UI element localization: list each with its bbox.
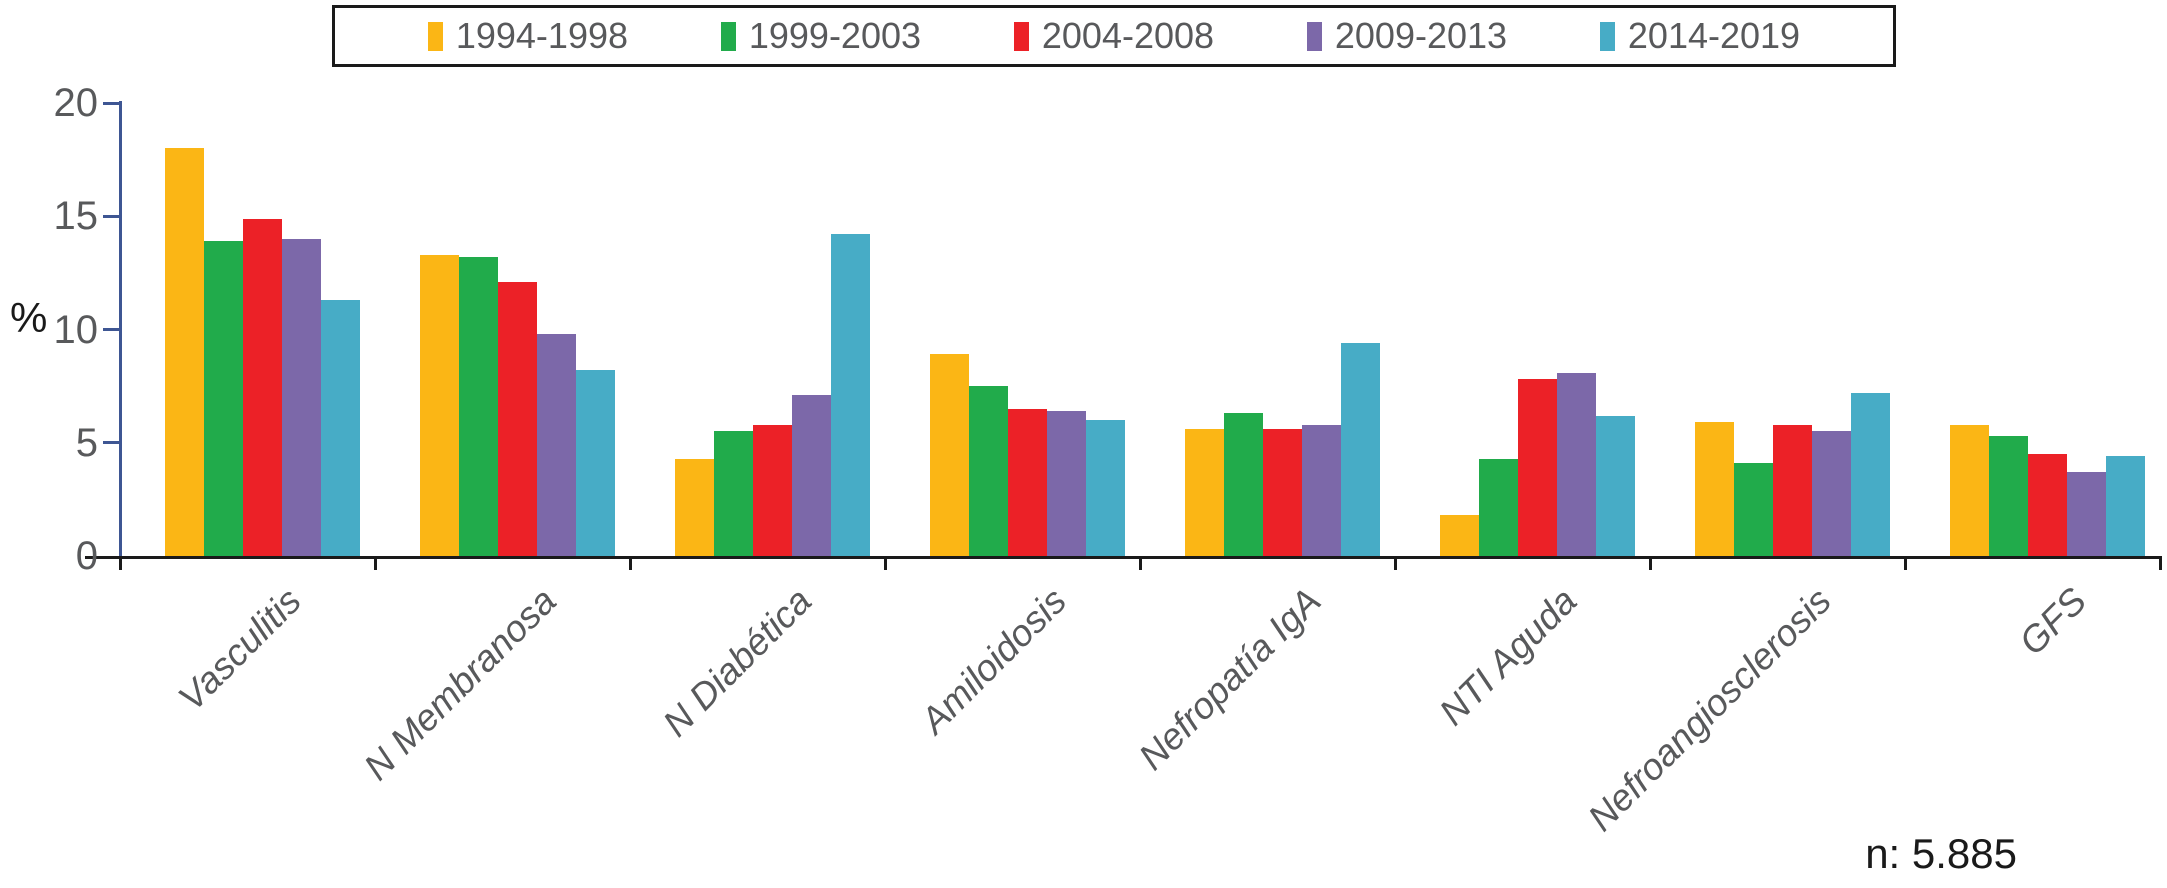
bar [1263, 429, 1302, 556]
bar [537, 334, 576, 556]
bar [1518, 379, 1557, 556]
bar-group-1 [120, 103, 375, 556]
legend: 1994-1998 1999-2003 2004-2008 2009-2013 2014… [332, 5, 1896, 67]
bar [753, 424, 792, 556]
bar [1812, 431, 1851, 556]
x-axis-tick [1393, 556, 1397, 570]
y-axis-tick [103, 441, 119, 445]
bar [930, 354, 969, 556]
legend-swatch-icon [720, 21, 736, 51]
bar [1047, 411, 1086, 556]
y-axis-tick [103, 101, 119, 105]
bar [1989, 435, 2028, 556]
bar-group-5 [1140, 103, 1395, 556]
bar [675, 458, 714, 556]
y-axis-label: % [10, 294, 48, 341]
x-axis-line [85, 556, 2160, 559]
legend-swatch-icon [1013, 21, 1029, 51]
legend-label: 2014-2019 [1627, 15, 1801, 56]
bar [1440, 515, 1479, 556]
bar [1185, 429, 1224, 556]
bar [1008, 408, 1047, 556]
bar [243, 218, 282, 556]
y-axis-tick [103, 328, 119, 331]
x-category-label: N Diabética [654, 580, 819, 745]
x-category-label: NTI Aguda [1430, 580, 1584, 734]
legend-label: 1994-1998 [455, 15, 629, 56]
y-tick-label: 0 [75, 534, 98, 578]
bar [1851, 392, 1890, 556]
legend-item: 2004-2008 [1013, 15, 1215, 57]
plot-area: 0 5 10 15 20 [54, 81, 2162, 578]
bar [459, 257, 498, 556]
y-tick-label: 20 [53, 81, 99, 125]
bar [1302, 424, 1341, 556]
bar [714, 431, 753, 556]
y-tick-label: 15 [53, 194, 99, 239]
x-axis-tick [118, 556, 122, 570]
bar [1224, 413, 1263, 556]
x-category-label: Vasculitis [170, 580, 309, 719]
bar [576, 370, 615, 556]
bar [831, 234, 870, 556]
legend-swatch-icon [1306, 21, 1322, 51]
legend-item: 1999-2003 [720, 15, 922, 57]
bar [2067, 472, 2106, 556]
y-axis-tick [103, 214, 119, 218]
x-category-label: N Membranosa [356, 580, 564, 788]
bar [2106, 456, 2145, 556]
bar [1695, 422, 1734, 556]
bar [1479, 458, 1518, 556]
legend-item: 2009-2013 [1306, 15, 1508, 57]
x-category-label: Nefropatía IgA [1131, 580, 1329, 778]
bar [1086, 420, 1125, 556]
bar [1734, 463, 1773, 556]
x-axis-tick [628, 556, 632, 570]
bar-group-4 [885, 103, 1140, 556]
y-tick-label: 5 [75, 420, 98, 465]
bar [498, 281, 537, 556]
bar-group-8 [1905, 103, 2160, 556]
bar [2028, 454, 2067, 556]
x-category-label: GFS [2011, 580, 2094, 663]
x-axis-tick [883, 556, 887, 570]
x-axis-tick [1903, 556, 1907, 570]
bar-group-6 [1395, 103, 1650, 556]
x-category-label: Nefroangiosclerosis [1580, 580, 1839, 839]
legend-item: 1994-1998 [427, 15, 629, 57]
bar [204, 241, 243, 556]
bar [321, 300, 360, 556]
legend-swatch-icon [1599, 21, 1615, 51]
bar [282, 238, 321, 556]
x-axis-tick [1138, 556, 1142, 570]
bar [165, 148, 204, 556]
bar-group-3 [630, 103, 885, 556]
sample-size-label: n: 5.885 [1865, 830, 2017, 877]
bar [969, 386, 1008, 556]
legend-label: 2004-2008 [1041, 15, 1215, 56]
x-axis-tick [1648, 556, 1652, 570]
bar [1557, 372, 1596, 556]
legend-swatch-icon [427, 21, 443, 51]
bar [1773, 424, 1812, 556]
y-tick-label: 10 [53, 307, 99, 352]
bar-group-7 [1650, 103, 1905, 556]
bar [1341, 343, 1380, 556]
bar [1950, 424, 1989, 556]
x-axis-tick [373, 556, 377, 570]
bar [420, 254, 459, 556]
x-axis-tick [2158, 556, 2162, 570]
x-category-label: Amiloidosis [912, 580, 1074, 742]
legend-label: 1999-2003 [748, 15, 922, 56]
bar [1596, 415, 1635, 556]
legend-item: 2014-2019 [1599, 15, 1801, 57]
bar-group-2 [375, 103, 630, 556]
y-axis-line [119, 101, 122, 568]
bar [792, 395, 831, 556]
legend-label: 2009-2013 [1334, 15, 1508, 56]
